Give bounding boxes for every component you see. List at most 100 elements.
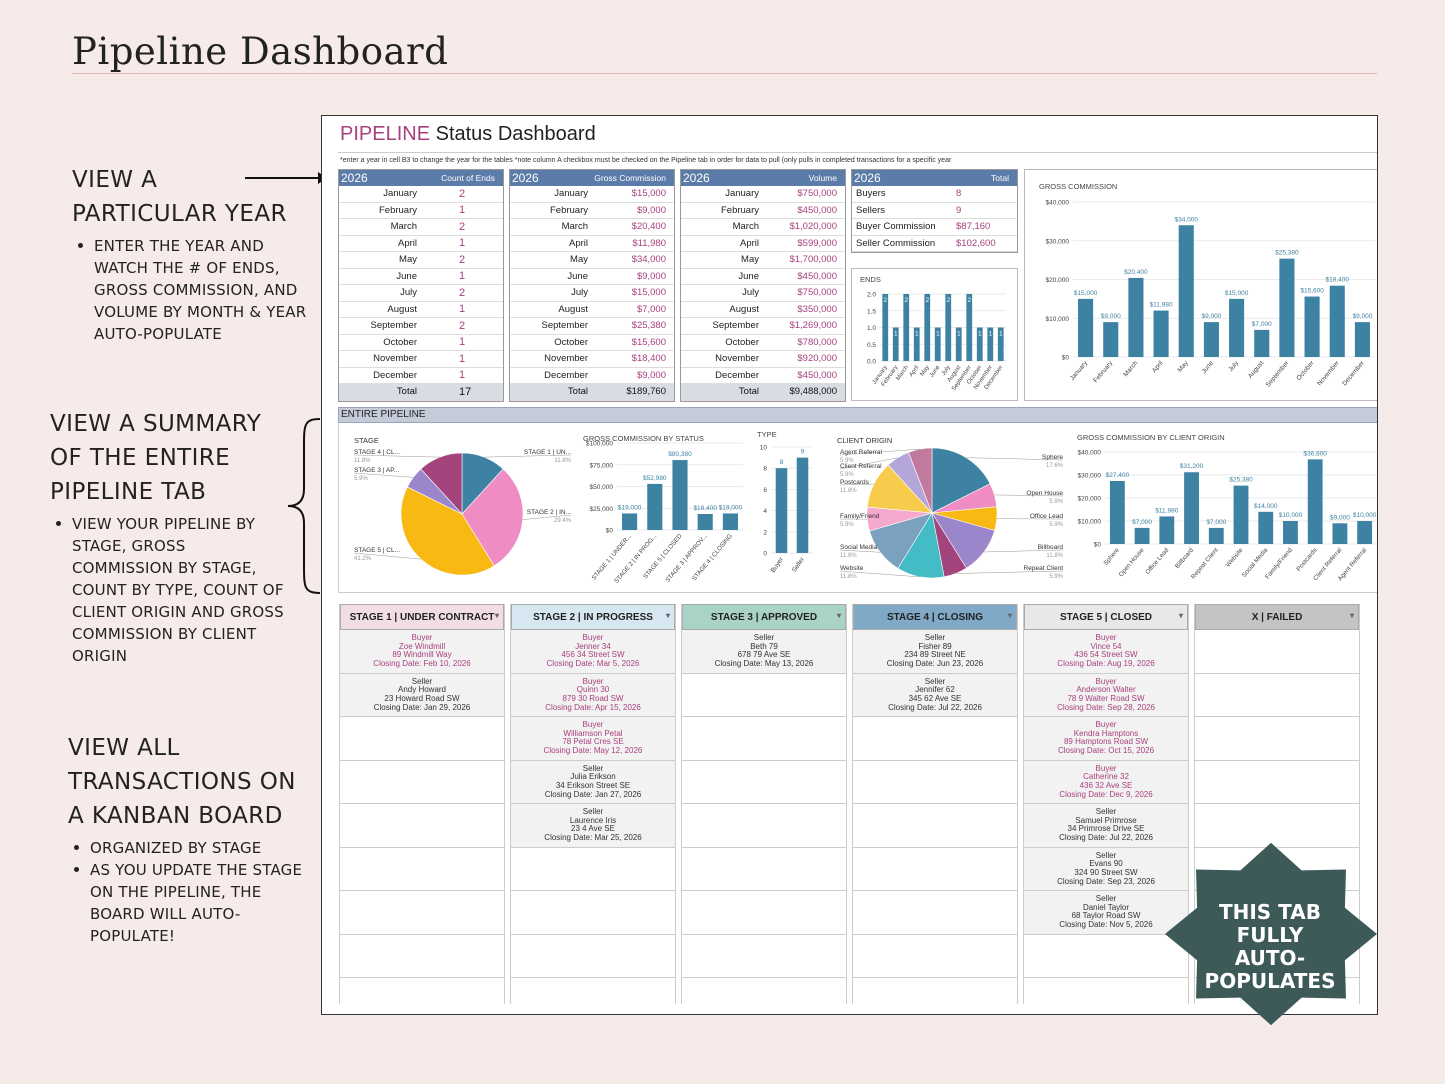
data-label: 1 — [915, 331, 919, 338]
y-tick-label: 4 — [763, 508, 767, 515]
kanban-empty-cell — [682, 848, 846, 891]
month-value: $9,000 — [636, 369, 666, 381]
kanban-card-line: Closing Date: Feb 10, 2026 — [373, 659, 471, 669]
badge-line: THIS TAB — [1218, 900, 1321, 924]
y-tick-label: $30,000 — [1078, 473, 1102, 480]
bar — [722, 513, 738, 530]
kanban-card-line: 89 Hamptons Road SW — [1063, 737, 1149, 747]
month-label: September — [370, 320, 417, 332]
month-value: 2 — [459, 253, 466, 266]
kanban-card[interactable]: Buyer Williamson Petal 78 Petal Cres SE Clo… — [511, 717, 675, 761]
kanban-column-header[interactable]: X | FAILED — [1195, 604, 1359, 630]
auto-populate-badge — [1165, 843, 1377, 1025]
total-label: Total — [738, 386, 759, 398]
kanban-card[interactable]: Seller Andy Howard 23 Howard Road SW Closin… — [340, 673, 504, 717]
kanban-card[interactable]: Seller Samuel Primrose 34 Primrose Drive S… — [1024, 804, 1188, 848]
chart-title: GROSS COMMISSION BY CLIENT ORIGIN — [1077, 433, 1225, 442]
chart-title: TYPE — [757, 430, 777, 439]
table-header: 2026 Gross Commission — [510, 170, 674, 186]
x-tick-label: March — [1122, 359, 1139, 378]
table-row: January 2 — [339, 186, 503, 203]
kanban-card[interactable]: Seller Julia Erikson 34 Erikson Street SE C… — [511, 760, 675, 804]
kanban-card[interactable]: Buyer Anderson Walter 78 9 Walter Road SW C… — [1024, 673, 1188, 717]
kanban-card[interactable]: Buyer Quinn 30 879 30 Road SW Closing Date:… — [511, 673, 675, 717]
kanban-empty-cell — [853, 978, 1017, 1014]
data-label: $27,400 — [1106, 472, 1130, 479]
y-tick-label: 8 — [763, 466, 767, 473]
table-column-label: Total — [991, 173, 1009, 183]
data-label: 1 — [894, 331, 898, 338]
total-value: $9,488,000 — [789, 386, 837, 398]
kanban-empty-cell — [682, 717, 846, 761]
kanban-card-line: Seller — [1095, 850, 1117, 860]
kanban-card-line: Closing Date: Aug 19, 2026 — [1057, 659, 1155, 669]
slice-label: STAGE 2 | IN... — [527, 509, 571, 516]
kanban-card[interactable]: Seller Beth 79 678 79 Ave SE Closing Date: … — [682, 630, 846, 674]
kanban-column-header[interactable]: STAGE 1 | UNDER CONTRACT — [340, 604, 504, 630]
y-tick-label: $25,000 — [590, 506, 614, 513]
month-value: 1 — [459, 270, 466, 283]
kanban-empty-cell — [340, 804, 504, 848]
kanban-empty-cell — [682, 761, 846, 804]
table-row: May 2 — [339, 252, 503, 269]
kanban-card-line: Seller — [582, 807, 604, 816]
month-label: October — [725, 336, 759, 348]
kanban-card[interactable]: Buyer Jenner 34 456 34 Street SW Closing Da… — [511, 630, 675, 674]
table-row: July $750,000 — [681, 285, 845, 302]
kanban-card[interactable]: Buyer Vince 54 436 54 Street SW Closing Dat… — [1024, 630, 1188, 674]
y-tick-label: 1.5 — [867, 308, 876, 315]
kanban-card[interactable]: Buyer Kendra Hamptons 89 Hamptons Road SW C… — [1024, 717, 1188, 761]
month-label: December — [544, 369, 588, 381]
totals-row: Buyer Commission $87,160 — [852, 219, 1017, 236]
kanban-card-line: Quinn 30 — [576, 685, 610, 695]
kanban-card[interactable]: Buyer Catherine 32 436 32 Ave SE Closing Da… — [1024, 760, 1188, 804]
bar — [1332, 523, 1348, 544]
month-value: $1,700,000 — [789, 254, 837, 266]
bar — [1229, 298, 1245, 357]
kanban-card-line: Seller — [411, 676, 433, 686]
month-value: $750,000 — [797, 287, 837, 299]
bar — [697, 513, 713, 530]
kanban-column-header[interactable]: STAGE 4 | CLOSING — [853, 604, 1017, 630]
slice-percent: 41.2% — [354, 556, 372, 562]
table-row: May $34,000 — [510, 252, 674, 269]
kanban-column-header[interactable]: STAGE 3 | APPROVED — [682, 604, 846, 630]
kanban-empty-cell — [340, 935, 504, 978]
month-label: March — [390, 221, 417, 233]
slice-label: Sphere — [1042, 454, 1063, 461]
kanban-card[interactable]: Seller Fisher 89 234 89 Street NE Closing D… — [853, 630, 1017, 674]
kanban-card[interactable]: Seller Laurence Iris 23 4 Ave SE Closing Da… — [511, 804, 675, 848]
table-row: June $9,000 — [510, 269, 674, 285]
kanban-column-header[interactable]: STAGE 2 | IN PROGRESS — [511, 604, 675, 630]
table-row: August $7,000 — [510, 302, 674, 318]
totals-label: Buyers — [856, 188, 886, 200]
x-tick-label: February — [1092, 359, 1115, 384]
kanban-card[interactable]: Seller Jennifer 62 345 62 Ave SE Closing Da… — [853, 673, 1017, 717]
totals-value: $87,160 — [956, 221, 991, 233]
gross-commission-chart: GROSS COMMISSION $40,000 $30,000 $20,000 $10… — [1024, 169, 1377, 401]
bar — [1184, 472, 1199, 544]
kanban-empty-cell — [1195, 804, 1359, 848]
data-label: $9,000 — [1101, 313, 1121, 320]
kanban-card[interactable]: Buyer Zoe Windmill 89 Windmill Way Closing … — [340, 630, 504, 674]
kanban-column-header[interactable]: STAGE 5 | CLOSED — [1024, 604, 1188, 630]
kanban-card[interactable]: Seller Daniel Taylor 68 Taylor Road SW Clos… — [1024, 891, 1188, 935]
kanban-card-line: Closing Date: Sep 28, 2026 — [1057, 702, 1155, 712]
annotation-heading: TRANSACTIONS ON — [68, 769, 296, 795]
annotation-heading: OF THE ENTIRE — [50, 445, 231, 471]
kanban-card-line: Julia Erikson — [570, 772, 616, 782]
month-value: $15,600 — [631, 336, 666, 348]
month-value: $9,000 — [636, 270, 666, 282]
kanban-empty-cell — [511, 978, 675, 1014]
kanban-empty-cell — [340, 761, 504, 804]
slice-label: STAGE 5 | CL... — [354, 547, 400, 554]
slice-label: Family/Friend — [840, 513, 880, 520]
table-row: August 1 — [339, 302, 503, 318]
sheet-divider — [338, 152, 1377, 153]
kanban-card[interactable]: Seller Evans 90 324 90 Street SW Closing Da… — [1024, 847, 1188, 891]
month-value: 1 — [459, 303, 466, 316]
month-label: April — [568, 237, 588, 249]
gross-commission-table: 2026 Gross Commission January $15,000 Februa… — [509, 169, 675, 402]
annotation-year: VIEW A PARTICULAR YEAR ENTER THE YEAR AN… — [72, 163, 312, 345]
